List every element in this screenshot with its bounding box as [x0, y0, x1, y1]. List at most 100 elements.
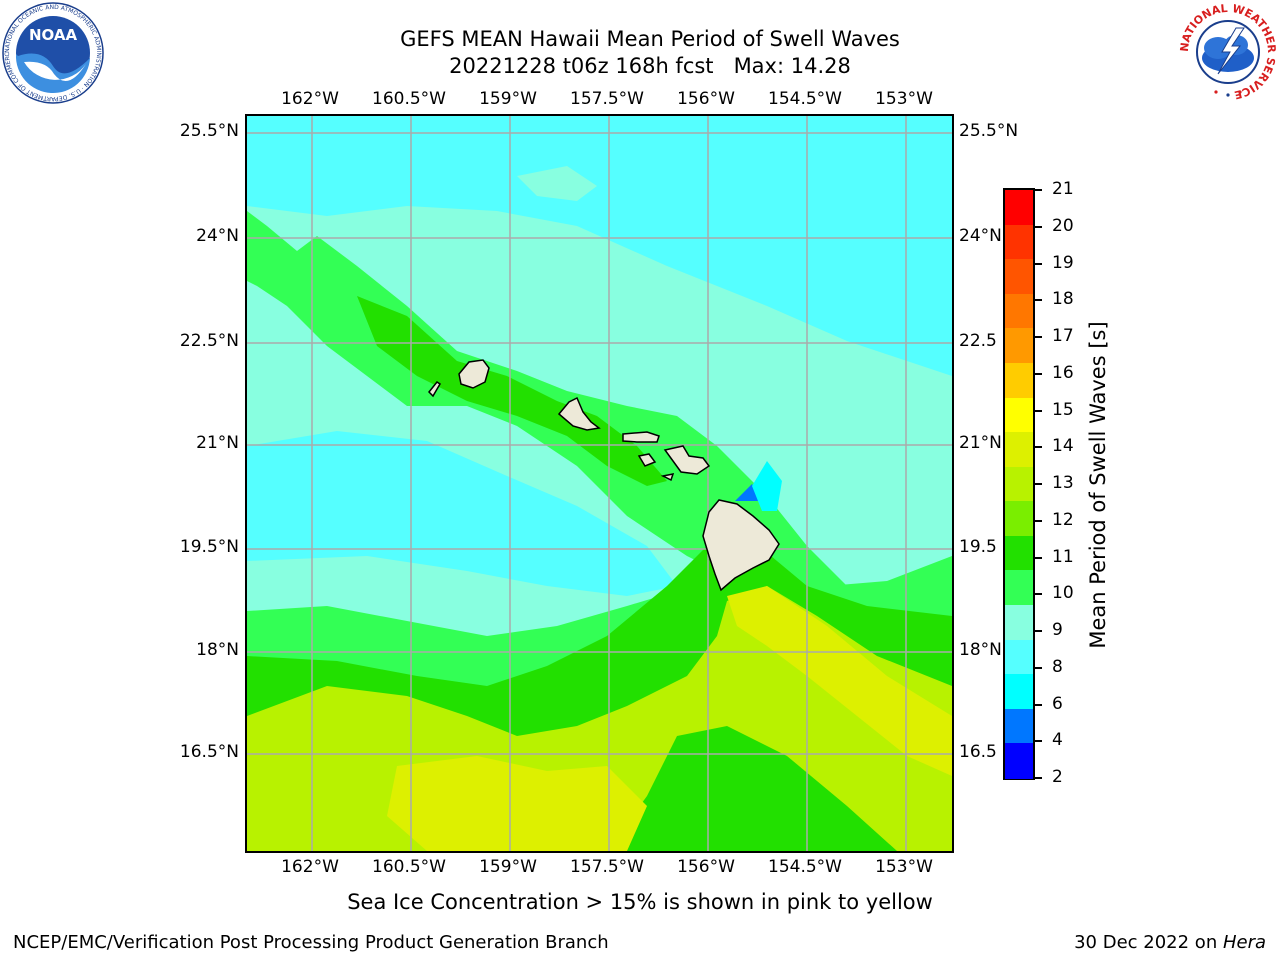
colorbar-segment: [1005, 466, 1033, 502]
island-lanai: [637, 453, 657, 467]
lat-tick-label: 24°N: [196, 226, 239, 246]
lon-tick-label: 157.5°W: [570, 857, 644, 877]
colorbar-tick-mark: [1035, 225, 1042, 228]
island-kauai: [458, 359, 490, 389]
graticule: [247, 116, 952, 851]
period-field-14s-patch: [387, 756, 647, 851]
colorbar-tick-label: 2: [1052, 767, 1063, 787]
lat-tick-label: 16.5°N: [179, 742, 239, 762]
lon-tick-label: 162°W: [281, 857, 339, 877]
colorbar-tick-mark: [1035, 189, 1042, 191]
colorbar-tick-label: 9: [1052, 620, 1063, 640]
colorbar-tick-mark: [1035, 483, 1042, 485]
colorbar-tick-label: 17: [1052, 326, 1074, 346]
islands: [427, 359, 780, 592]
colorbar-segment: [1005, 674, 1033, 710]
colorbar-tick-label: 4: [1052, 730, 1063, 751]
producer-credit: NCEP/EMC/Verification Post Processing Pr…: [13, 932, 609, 953]
island-oahu: [557, 396, 601, 431]
lat-tick-label: 21°N: [959, 433, 1002, 453]
colorbar-segment: [1005, 293, 1033, 329]
colorbar-tick-mark: [1035, 556, 1042, 559]
lat-tick-label: 22.5: [959, 331, 997, 351]
colorbar-segment: [1005, 743, 1033, 779]
colorbar-tick-label: 8: [1052, 656, 1063, 677]
colorbar-tick-mark: [1035, 630, 1042, 632]
lon-tick-label: 159°W: [479, 857, 537, 877]
lat-tick-label: 25.5°N: [959, 121, 1019, 141]
colorbar-tick-mark: [1035, 262, 1042, 265]
lon-tick-label: 162°W: [281, 89, 339, 109]
lon-tick-label: 154.5°W: [768, 857, 842, 877]
lon-tick-label: 159°W: [479, 89, 537, 109]
sea-ice-footnote: Sea Ice Concentration > 15% is shown in …: [347, 890, 933, 914]
colorbar-tick-label: 11: [1052, 546, 1074, 567]
colorbar-tick-mark: [1035, 446, 1042, 449]
colorbar-tick-label: 16: [1052, 362, 1074, 383]
colorbar-tick-label: 6: [1052, 693, 1063, 714]
colorbar-segment: [1005, 397, 1033, 433]
period-field-14s: [727, 586, 952, 776]
nws-logo: NATIONAL WEATHER SERVICE: [1178, 2, 1278, 101]
lat-tick-label: 21°N: [196, 433, 239, 453]
lon-tick-label: 153°W: [875, 89, 933, 109]
lat-tick-label: 24°N: [959, 226, 1002, 246]
colorbar-segment: [1005, 362, 1033, 399]
colorbar-tick-mark: [1035, 372, 1042, 375]
colorbar-label: Mean Period of Swell Waves [s]: [1086, 321, 1110, 649]
colorbar-tick-label: 14: [1052, 436, 1074, 457]
colorbar-segment: [1005, 501, 1033, 537]
island-molokai: [622, 431, 660, 443]
colorbar-tick-mark: [1035, 666, 1042, 669]
island-hawaii: [702, 499, 780, 592]
lat-tick-label: 22.5°N: [179, 331, 239, 351]
colorbar-tick-mark: [1035, 593, 1042, 596]
colorbar-tick-label: 19: [1052, 252, 1074, 273]
colorbar-tick-mark: [1035, 336, 1042, 338]
lon-tick-label: 154.5°W: [768, 89, 842, 109]
lon-tick-label: 156°W: [677, 89, 735, 109]
colorbar-tick-mark: [1035, 703, 1042, 706]
colorbar-tick-label: 12: [1052, 509, 1074, 530]
colorbar: [1003, 188, 1035, 780]
colorbar-segment: [1005, 535, 1033, 572]
map-panel: [245, 114, 954, 853]
colorbar-segment: [1005, 259, 1033, 295]
period-field-9s-patch: [247, 431, 677, 596]
colorbar-tick-mark: [1035, 777, 1042, 779]
colorbar-tick-label: 13: [1052, 473, 1074, 493]
lat-tick-label: 16.5: [959, 742, 997, 762]
colorbar-tick-label: 20: [1052, 215, 1074, 236]
colorbar-tick-mark: [1035, 409, 1042, 412]
colorbar-segment: [1005, 190, 1033, 226]
chart-subtitle: 20221228 t06z 168h fcst Max: 14.28: [449, 54, 851, 78]
lon-tick-label: 160.5°W: [372, 89, 446, 109]
period-field-10s-patch: [517, 166, 597, 201]
lon-tick-label: 160.5°W: [372, 857, 446, 877]
lat-tick-label: 19.5: [959, 537, 997, 557]
colorbar-segment: [1005, 605, 1033, 641]
island-maui: [663, 445, 711, 475]
lon-tick-label: 153°W: [875, 857, 933, 877]
colorbar-segment: [1005, 708, 1033, 744]
lat-tick-label: 18°N: [959, 640, 1002, 660]
run-date-text: 30 Dec 2022 on: [1074, 932, 1223, 953]
lat-tick-label: 19.5°N: [179, 537, 239, 557]
lon-tick-label: 156°W: [677, 857, 735, 877]
colorbar-segment: [1005, 224, 1033, 260]
island-kahoolawe: [660, 473, 675, 482]
lat-tick-label: 25.5°N: [179, 121, 239, 141]
period-field-6s: [735, 484, 762, 501]
colorbar-tick-label: 18: [1052, 289, 1074, 310]
run-date: 30 Dec 2022 on Hera: [1074, 932, 1266, 953]
colorbar-segment: [1005, 328, 1033, 364]
colorbar-segment: [1005, 639, 1033, 675]
lat-tick-label: 18°N: [196, 640, 239, 660]
svg-text:NOAA: NOAA: [29, 26, 78, 44]
swell-period-map: [247, 116, 952, 851]
colorbar-segment: [1005, 432, 1033, 468]
colorbar-tick-label: 21: [1052, 179, 1074, 199]
noaa-logo: NATIONAL OCEANIC AND ATMOSPHERIC ADMINIS…: [2, 2, 104, 104]
colorbar-tick-mark: [1035, 299, 1042, 302]
colorbar-tick-mark: [1035, 519, 1042, 522]
